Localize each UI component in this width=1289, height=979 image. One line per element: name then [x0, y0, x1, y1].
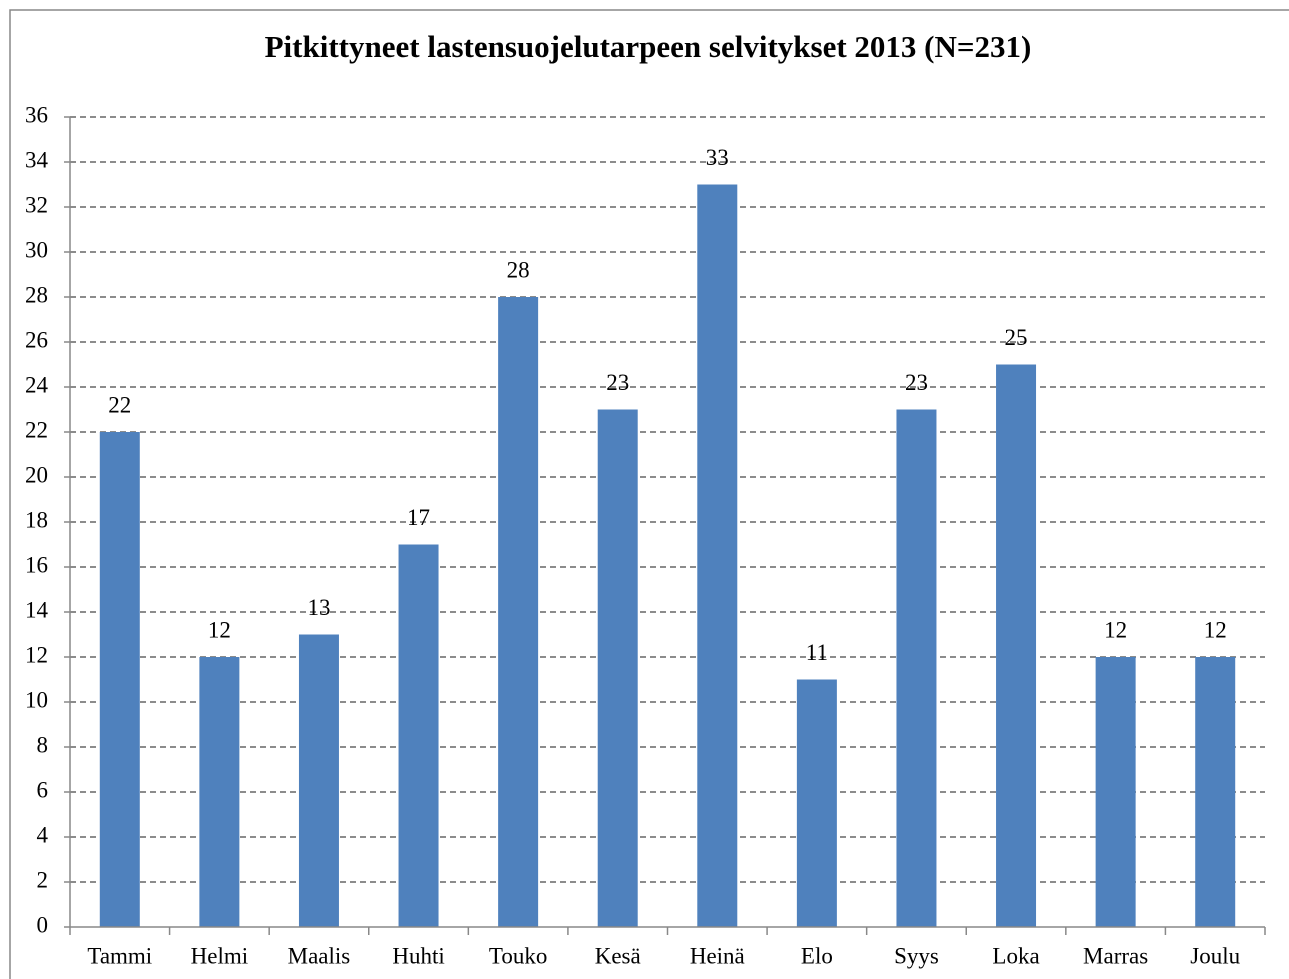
data-label: 12 [1104, 617, 1127, 642]
bar [1195, 657, 1236, 927]
x-tick-label: Joulu [1190, 943, 1240, 968]
data-label: 12 [208, 617, 231, 642]
bar [398, 544, 439, 927]
y-tick-label: 12 [25, 642, 48, 667]
y-tick-label: 18 [25, 507, 48, 532]
y-tick-label: 28 [25, 282, 48, 307]
y-tick-label: 6 [37, 777, 49, 802]
y-tick-label: 30 [25, 237, 48, 262]
data-label: 33 [706, 145, 729, 170]
y-tick-label: 8 [37, 732, 49, 757]
chart-title: Pitkittyneet lastensuojelutarpeen selvit… [265, 29, 1032, 64]
x-tick-label: Touko [489, 943, 547, 968]
bar [697, 184, 738, 927]
data-label: 13 [307, 595, 330, 620]
data-label: 17 [407, 505, 430, 530]
y-tick-label: 34 [25, 147, 49, 172]
y-tick-label: 2 [37, 867, 49, 892]
bar [99, 432, 140, 927]
bar [498, 297, 539, 927]
y-tick-label: 26 [25, 327, 48, 352]
data-label: 28 [507, 257, 530, 282]
data-label: 11 [806, 640, 828, 665]
x-tick-label: Huhti [392, 943, 444, 968]
bar [597, 409, 638, 927]
x-tick-label: Helmi [191, 943, 249, 968]
x-tick-label: Marras [1083, 943, 1148, 968]
y-tick-label: 32 [25, 192, 48, 217]
y-tick-label: 22 [25, 417, 48, 442]
bar [996, 364, 1037, 927]
y-tick-label: 0 [37, 912, 49, 937]
bar [199, 657, 240, 927]
y-tick-label: 10 [25, 687, 48, 712]
y-tick-label: 4 [37, 822, 49, 847]
data-label: 23 [606, 370, 629, 395]
bar [796, 679, 837, 927]
y-tick-label: 36 [25, 102, 48, 127]
x-tick-label: Elo [801, 943, 833, 968]
data-label: 23 [905, 370, 928, 395]
y-tick-label: 20 [25, 462, 48, 487]
x-tick-label: Syys [894, 943, 939, 968]
data-label: 25 [1005, 325, 1028, 350]
y-tick-label: 24 [25, 372, 49, 397]
data-label: 12 [1204, 617, 1227, 642]
x-tick-label: Tammi [87, 943, 152, 968]
x-tick-label: Loka [992, 943, 1039, 968]
y-tick-label: 14 [25, 597, 49, 622]
x-tick-label: Kesä [595, 943, 641, 968]
bar [896, 409, 937, 927]
y-tick-label: 16 [25, 552, 48, 577]
data-label: 22 [108, 392, 131, 417]
x-tick-label: Maalis [288, 943, 351, 968]
bar [1095, 657, 1136, 927]
x-tick-label: Heinä [690, 943, 745, 968]
bar [298, 634, 339, 927]
